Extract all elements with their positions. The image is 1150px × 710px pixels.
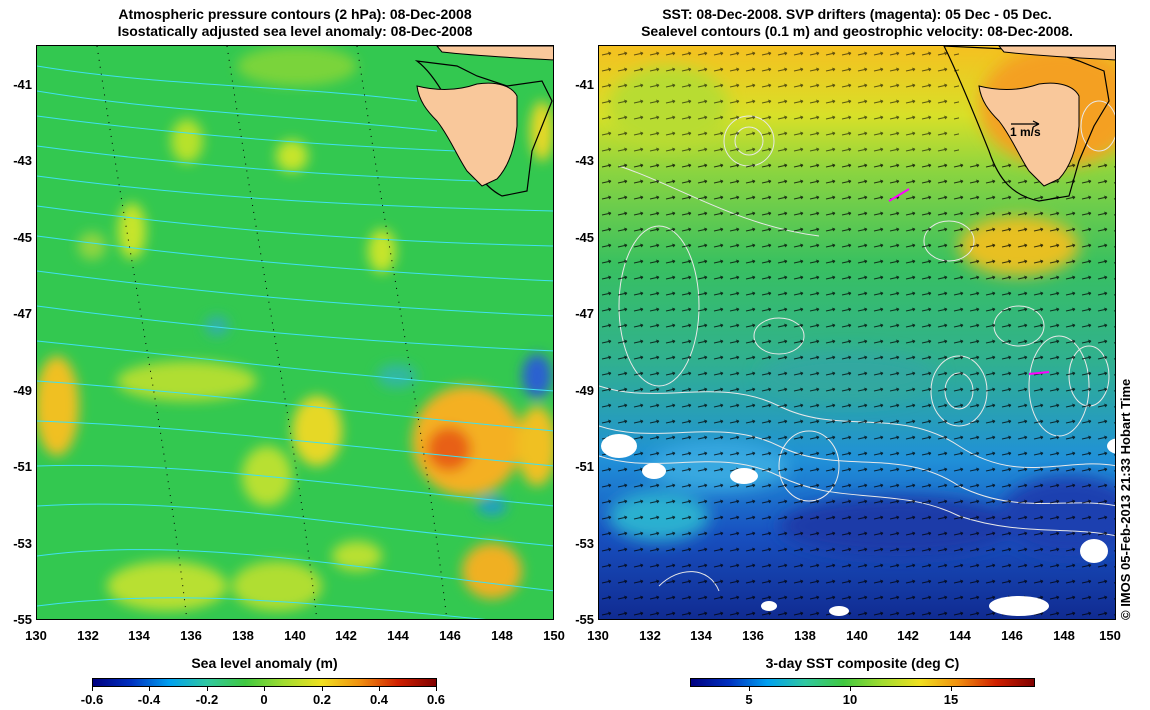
- sea-level-anomaly-map: [36, 45, 554, 620]
- sla-colorbar: [92, 678, 437, 687]
- sst-colorbar-tick: 5: [745, 692, 753, 707]
- right-map-title: SST: 08-Dec-2008. SVP drifters (magenta)…: [598, 6, 1116, 40]
- right-y-tick: -47: [575, 306, 594, 321]
- colorbar-tick-mark: [850, 687, 851, 691]
- right-y-tick: -51: [575, 459, 594, 474]
- colorbar-tick-mark: [322, 687, 323, 691]
- sla-colorbar-tick: 0.4: [369, 692, 389, 707]
- sst-colorbar-tick: 10: [842, 692, 858, 707]
- left-y-tick: -47: [13, 306, 32, 321]
- colorbar-tick-mark: [207, 687, 208, 691]
- velocity-scale-label: 1 m/s: [1010, 125, 1041, 139]
- velocity-scale-arrow: [1011, 120, 1040, 128]
- left-y-tick: -45: [13, 230, 32, 245]
- left-y-tick: -41: [13, 77, 32, 92]
- right-title-line1: SST: 08-Dec-2008. SVP drifters (magenta)…: [662, 6, 1052, 22]
- left-x-tick: 146: [439, 628, 461, 643]
- left-x-tick: 130: [25, 628, 47, 643]
- left-title-line1: Atmospheric pressure contours (2 hPa): 0…: [118, 6, 472, 22]
- left-x-tick: 138: [232, 628, 254, 643]
- sla-colorbar-tick: 0: [260, 692, 268, 707]
- right-y-tick: -41: [575, 77, 594, 92]
- sst-colorbar-tick: 15: [943, 692, 959, 707]
- colorbar-tick-mark: [149, 687, 150, 691]
- drifter-track: [888, 188, 910, 202]
- left-x-tick: 140: [284, 628, 306, 643]
- sst-colorbar-label: 3-day SST composite (deg C): [765, 655, 960, 671]
- geostrophic-velocity-arrows: [599, 156, 1115, 619]
- left-y-tick: -43: [13, 153, 32, 168]
- left-x-tick: 144: [387, 628, 409, 643]
- colorbar-tick-mark: [436, 687, 437, 691]
- left-y-tick: -51: [13, 459, 32, 474]
- left-y-tick: -53: [13, 536, 32, 551]
- left-x-tick: 132: [77, 628, 99, 643]
- left-y-tick: -55: [13, 612, 32, 627]
- right-x-tick: 148: [1053, 628, 1075, 643]
- right-y-tick: -49: [575, 383, 594, 398]
- mainland-land: [436, 46, 553, 61]
- right-x-tick: 144: [949, 628, 971, 643]
- right-x-tick: 138: [794, 628, 816, 643]
- colorbar-tick-mark: [92, 687, 93, 691]
- colorbar-tick-mark: [264, 687, 265, 691]
- right-x-tick: 150: [1099, 628, 1121, 643]
- sla-colorbar-tick: -0.2: [195, 692, 219, 707]
- colorbar-tick-mark: [379, 687, 380, 691]
- right-x-tick: 132: [639, 628, 661, 643]
- right-x-tick: 146: [1001, 628, 1023, 643]
- left-y-tick: -49: [13, 383, 32, 398]
- sla-anomaly-field: [37, 46, 553, 611]
- sla-colorbar-tick: 0.6: [426, 692, 446, 707]
- left-x-tick: 150: [543, 628, 565, 643]
- sst-map-svg: [599, 46, 1115, 619]
- shelf-contour: [943, 46, 1110, 202]
- colorbar-tick-mark: [951, 687, 952, 691]
- drifter-track: [1028, 371, 1050, 375]
- sla-colorbar-tick: 0.2: [312, 692, 332, 707]
- drifter-track-dots: [96, 46, 448, 619]
- sst-map: [598, 45, 1116, 620]
- right-x-tick: 130: [587, 628, 609, 643]
- right-x-tick: 134: [690, 628, 712, 643]
- right-x-tick: 142: [897, 628, 919, 643]
- right-title-line2: Sealevel contours (0.1 m) and geostrophi…: [641, 23, 1073, 39]
- left-x-tick: 148: [491, 628, 513, 643]
- cloud-gaps: [601, 434, 1115, 616]
- left-map-title: Atmospheric pressure contours (2 hPa): 0…: [36, 6, 554, 40]
- pressure-contours: [37, 65, 553, 619]
- sla-colorbar-tick: -0.6: [80, 692, 104, 707]
- sla-colorbar-label: Sea level anomaly (m): [191, 655, 338, 671]
- tasmania-land: [416, 82, 518, 187]
- right-y-tick: -55: [575, 612, 594, 627]
- sla-colorbar-tick: -0.4: [137, 692, 161, 707]
- right-y-tick: -43: [575, 153, 594, 168]
- left-x-tick: 134: [128, 628, 150, 643]
- geostrophic-velocity-arrows-north: [599, 46, 959, 156]
- sst-colorbar: [690, 678, 1035, 687]
- right-y-tick: -45: [575, 230, 594, 245]
- right-x-tick: 136: [742, 628, 764, 643]
- colorbar-tick-mark: [749, 687, 750, 691]
- left-x-tick: 136: [180, 628, 202, 643]
- mainland-land: [998, 46, 1115, 61]
- right-y-tick: -53: [575, 536, 594, 551]
- sla-map-svg: [37, 46, 553, 619]
- left-x-tick: 142: [335, 628, 357, 643]
- right-x-tick: 140: [846, 628, 868, 643]
- imos-credit: © IMOS 05-Feb-2013 21:33 Hobart Time: [1118, 378, 1133, 620]
- left-title-line2: Isostatically adjusted sea level anomaly…: [117, 23, 473, 39]
- tasmania-land: [978, 82, 1080, 187]
